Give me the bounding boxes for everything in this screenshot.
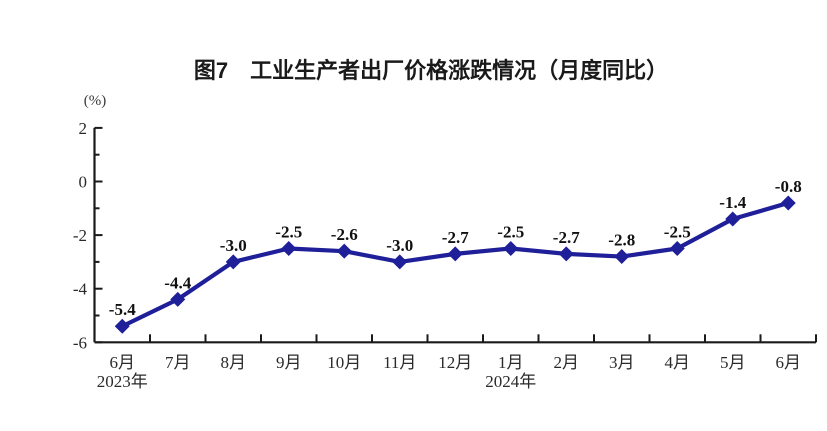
data-point-marker: [614, 249, 630, 265]
data-point-label: -2.5: [664, 223, 691, 242]
chart-title: 图7 工业生产者出厂价格涨跌情况（月度同比）: [194, 58, 668, 83]
x-axis-label: 10月: [327, 353, 361, 372]
data-line: [120, 200, 791, 329]
x-axis-label: 5月: [720, 353, 746, 372]
data-point-marker: [669, 241, 685, 256]
data-point-marker: [558, 246, 574, 262]
year-label: 2024年: [485, 372, 536, 391]
x-axis-label: 3月: [609, 353, 635, 372]
data-point-label: -0.8: [775, 177, 802, 196]
data-point-label: -2.7: [553, 228, 580, 247]
data-point-marker: [336, 243, 352, 259]
data-point-label: -1.4: [719, 193, 746, 212]
data-point-label: -4.4: [164, 273, 191, 292]
year-label: 2023年: [97, 372, 148, 391]
x-axis-label: 6月: [110, 353, 136, 372]
data-point-label: -2.5: [275, 223, 302, 242]
data-point-label: -2.7: [442, 228, 469, 247]
y-tick-label: 0: [79, 173, 88, 192]
data-point-marker: [281, 241, 297, 256]
data-point-label: -2.8: [608, 231, 635, 250]
y-tick-label: 2: [79, 119, 88, 138]
data-point-marker: [392, 254, 408, 270]
x-axis-label: 1月: [498, 353, 524, 372]
data-point-label: -3.0: [386, 236, 413, 255]
x-axis-label: 12月: [438, 353, 472, 372]
data-point-label: -2.5: [497, 223, 524, 242]
data-point-label: -5.4: [109, 300, 136, 319]
data-point-marker: [503, 241, 519, 256]
x-axis-label: 4月: [665, 353, 691, 372]
x-axis-label: 7月: [165, 353, 191, 372]
x-axis-label: 9月: [276, 353, 302, 372]
x-axis-label: 8月: [221, 353, 247, 372]
data-point-marker: [447, 246, 463, 262]
y-tick-label: -4: [73, 280, 88, 299]
data-point-label: -3.0: [220, 236, 247, 255]
data-point-marker: [225, 254, 241, 270]
plot-area: 2 0 -2 -4 -6 -5.4 -4.4 -3.0 -2.5 -2.6 -3.0 -2.7 -2.5…: [73, 119, 817, 391]
y-tick-label: -2: [73, 226, 87, 245]
data-point-marker: [725, 211, 741, 227]
data-point-marker: [780, 195, 796, 211]
data-point-marker: [114, 318, 130, 334]
x-axis-label: 2月: [554, 353, 580, 372]
y-axis-unit-label: (%): [84, 93, 107, 109]
x-axis-label: 11月: [383, 353, 416, 372]
y-tick-label: -6: [73, 333, 87, 352]
x-axis-label: 6月: [776, 353, 802, 372]
data-point-marker: [170, 291, 186, 307]
data-point-label: -2.6: [331, 225, 358, 244]
